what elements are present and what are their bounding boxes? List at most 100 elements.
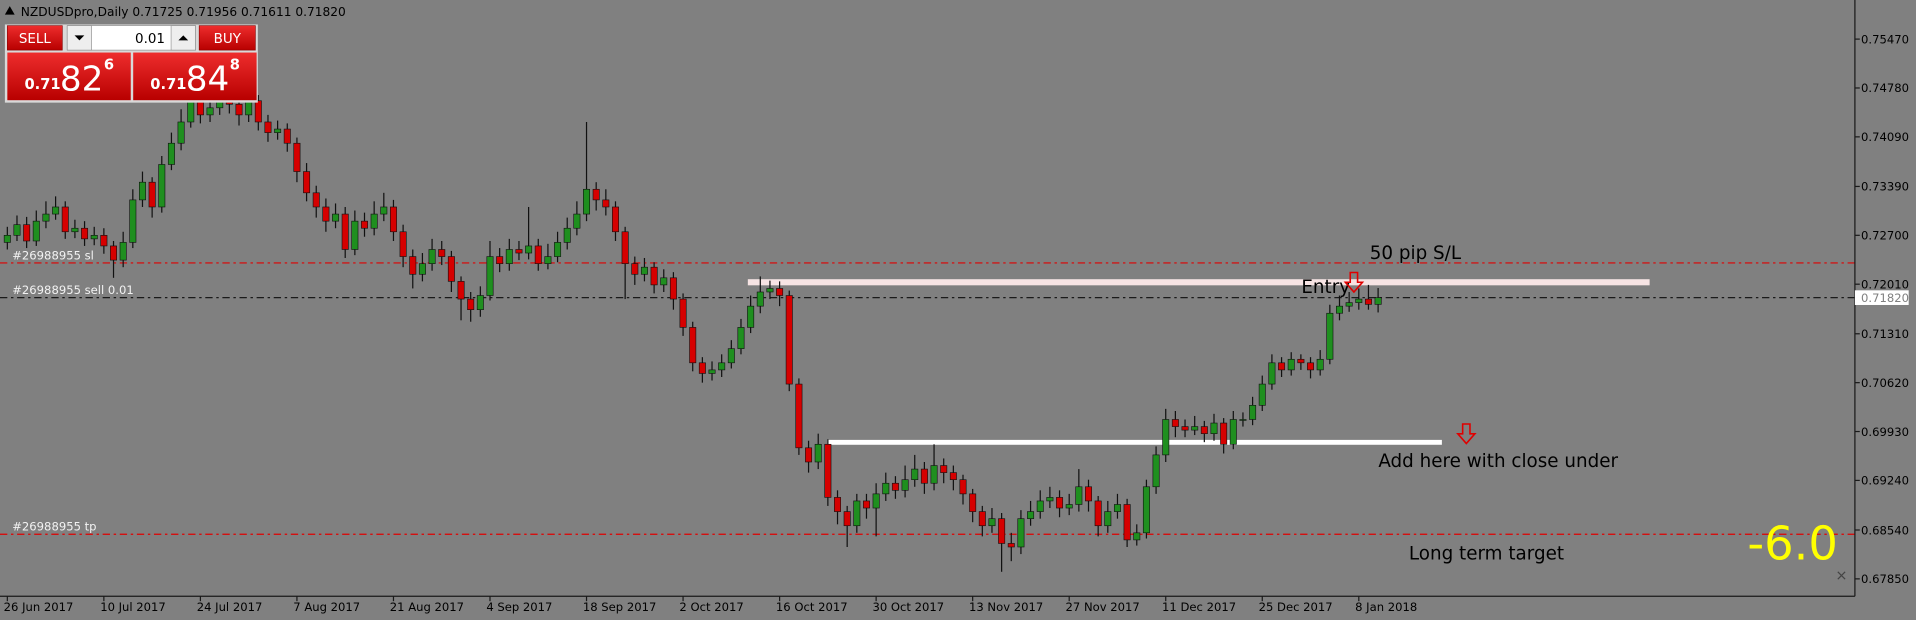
candle-body (824, 443, 832, 498)
candle-body (1220, 422, 1228, 445)
candle-body (1268, 362, 1276, 385)
candle-body (1345, 302, 1353, 307)
candle-body (486, 256, 494, 296)
candle-body (766, 288, 774, 293)
candle-body (698, 362, 706, 374)
candle-body (409, 256, 417, 275)
candle-body (563, 227, 571, 243)
candle-body (380, 206, 388, 215)
buy-label: BUY (214, 32, 242, 47)
candle-body (1113, 504, 1121, 512)
candle-body (71, 227, 79, 233)
candle-body (1181, 426, 1189, 431)
axes: 0.75470 0.74780 0.74090 0.73390 0.72700 0.720… (4, 32, 1909, 614)
trade-level-label: #26988955 sell 0.01 (12, 283, 134, 297)
x-tick-label: 30 Oct 2017 (872, 600, 944, 614)
candle-body (1336, 305, 1343, 314)
candle-body (351, 220, 359, 250)
zone-upper (747, 279, 1650, 286)
arrow-down (1343, 271, 1365, 294)
candle-body (52, 206, 60, 215)
buy-button[interactable] (198, 25, 256, 51)
candle-body (544, 256, 552, 264)
candle-body (254, 100, 262, 123)
candle-body (264, 121, 272, 133)
candle-body (1046, 497, 1054, 502)
candle-body (534, 245, 542, 264)
candle-body (602, 199, 610, 208)
candle-body (843, 511, 851, 527)
x-tick-label: 18 Sep 2017 (583, 600, 656, 614)
candle-body (245, 100, 253, 116)
candle-body (138, 181, 146, 201)
candle-body (940, 465, 948, 473)
sell-button[interactable] (7, 25, 63, 51)
x-tick-label: 27 Nov 2017 (1066, 600, 1140, 614)
candle-body (756, 291, 764, 307)
candle-body (679, 298, 687, 328)
candle-body (660, 277, 668, 286)
lot-decrease-icon (74, 35, 85, 41)
ask-big: 84 (186, 59, 230, 99)
candle-body (1229, 419, 1237, 445)
candle-body (1162, 419, 1170, 456)
candle-body (476, 295, 484, 310)
candle-body (1007, 543, 1015, 548)
candle-body (631, 263, 639, 275)
bid-box[interactable] (7, 52, 131, 101)
corner-icon (1837, 571, 1846, 580)
candle-body (389, 206, 397, 233)
candle-body (573, 213, 581, 229)
trade-level-label: #26988955 sl (12, 248, 94, 262)
y-tick-label: 0.68540 (1861, 523, 1909, 537)
candle-body (1017, 518, 1025, 548)
candle-body (1133, 532, 1141, 541)
price-marker (1854, 290, 1909, 305)
candle-body (1258, 383, 1266, 406)
x-tick-label: 11 Dec 2017 (1162, 600, 1236, 614)
ask-prefix: 0.71 (150, 76, 186, 93)
candle-body (1355, 298, 1363, 303)
candle-body (727, 348, 735, 364)
y-tick-label: 0.69930 (1861, 425, 1909, 439)
candle-body (911, 468, 919, 481)
candle-body (988, 518, 996, 527)
x-tick-label: 8 Jan 2018 (1355, 600, 1417, 614)
candle-body (776, 288, 784, 296)
x-tick-label: 4 Sep 2017 (486, 600, 552, 614)
candle-body (901, 479, 909, 491)
chart-title: NZDUSDpro,Daily 0.71725 0.71956 0.71611 … (21, 5, 346, 19)
y-tick-label: 0.72010 (1861, 277, 1909, 291)
x-tick-label: 2 Oct 2017 (679, 600, 743, 614)
candle-body (1085, 486, 1092, 502)
ask-box[interactable] (133, 52, 257, 101)
candle-body (1056, 497, 1064, 509)
bid-small: 6 (104, 57, 114, 74)
candle-body (621, 231, 629, 264)
candle-body (81, 227, 89, 240)
candle-body (457, 281, 465, 300)
candle-body (1239, 419, 1247, 421)
candle-body (438, 249, 446, 257)
y-tick-label: 0.73390 (1861, 180, 1909, 194)
candle-body (1249, 405, 1257, 420)
candle-body (1123, 504, 1131, 541)
candle-body (167, 142, 175, 165)
candle-body (1075, 486, 1083, 505)
candle-body (882, 482, 890, 495)
candle-body (834, 497, 841, 512)
candle-body (747, 305, 755, 328)
candle-body (978, 511, 986, 527)
candle-body (853, 500, 861, 527)
candle-body (196, 100, 204, 116)
annotation: Long term target (1409, 544, 1564, 565)
candle-body (998, 518, 1006, 544)
candle-body (1027, 511, 1035, 519)
candle-body (1278, 362, 1286, 371)
candle-body (785, 295, 793, 385)
candle-body (148, 181, 156, 208)
candle-body (949, 472, 957, 481)
candle-body (814, 443, 822, 463)
candle-body (428, 249, 436, 264)
